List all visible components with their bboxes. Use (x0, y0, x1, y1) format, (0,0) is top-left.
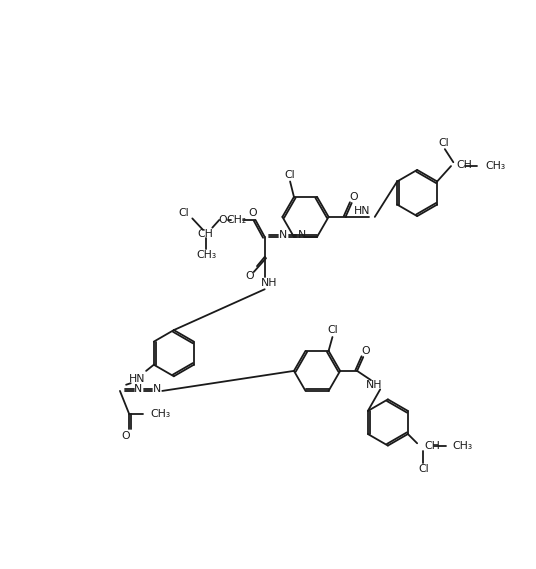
Text: Cl: Cl (418, 464, 429, 475)
Text: N: N (153, 385, 161, 394)
Text: CH₃: CH₃ (485, 161, 505, 171)
Text: O: O (248, 208, 257, 218)
Text: NH: NH (261, 278, 278, 288)
Text: Cl: Cl (178, 208, 189, 218)
Text: Cl: Cl (285, 170, 295, 180)
Text: HN: HN (129, 374, 145, 384)
Text: O: O (219, 215, 227, 225)
Text: CH₃: CH₃ (150, 409, 170, 419)
Text: CH₂: CH₂ (227, 215, 247, 225)
Text: N: N (279, 230, 287, 240)
Text: NH: NH (366, 380, 382, 390)
Text: CH₃: CH₃ (452, 442, 473, 451)
Text: HN: HN (354, 207, 371, 216)
Text: O: O (245, 271, 254, 281)
Text: N: N (297, 230, 306, 240)
Text: CH: CH (425, 442, 441, 451)
Text: CH₃: CH₃ (196, 250, 216, 261)
Text: Cl: Cl (327, 325, 338, 335)
Text: O: O (122, 431, 130, 440)
Text: CH: CH (197, 229, 213, 239)
Text: O: O (361, 346, 370, 356)
Text: CH: CH (457, 159, 472, 170)
Text: O: O (349, 192, 359, 202)
Text: Cl: Cl (438, 138, 449, 148)
Text: N: N (135, 385, 143, 394)
